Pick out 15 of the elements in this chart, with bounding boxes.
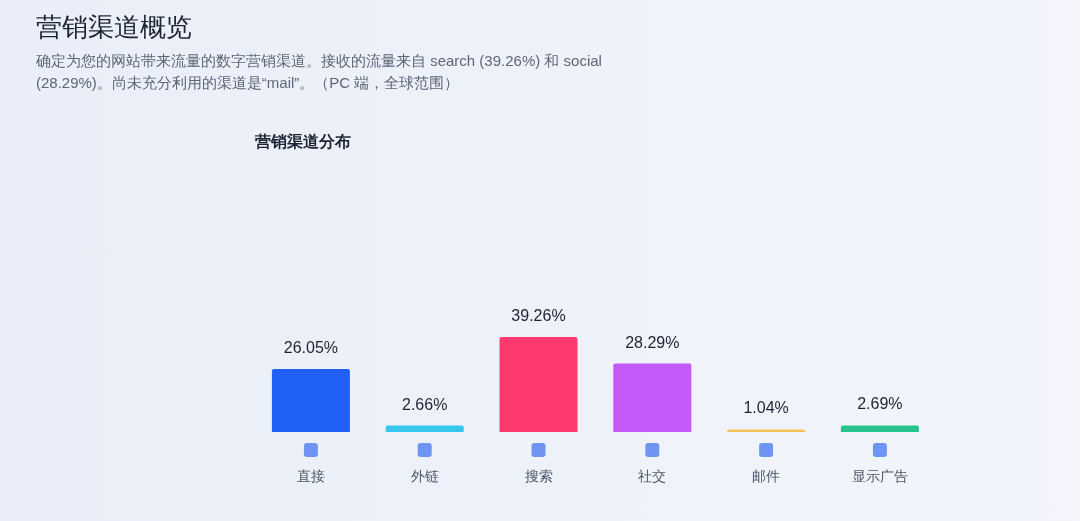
text: 营销渠道分布 [254,133,351,150]
x-tick-label: 邮件 [752,468,781,484]
data-label: 2.69% [857,395,903,413]
x-tick-label: 社交 [638,468,667,484]
x-tick-label: 直接 [296,468,325,484]
data-label: 1.04% [743,399,789,417]
data-label: 28.29% [625,333,680,351]
data-label: 2.66% [402,395,448,413]
chart-subtitle: 确定为您的网站带来流量的数字营销渠道。接收的流量来自 search (39.26%) 和 social (28.29%)。尚未充分利用的渠道是“mail”。（PC 端，全球范围） [36,51,603,93]
data-label: 26.05% [283,338,339,356]
data-label: 39.26% [511,307,566,324]
x-tick-label: 搜索 [524,468,553,484]
chart-title: 营销渠道概览 [36,11,192,44]
x-tick-label: 显示广告 [851,468,908,484]
x-tick-label: 外链 [410,468,439,484]
